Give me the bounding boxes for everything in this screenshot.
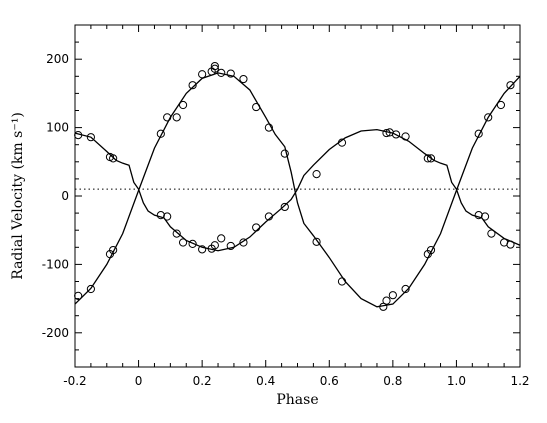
data-point-series-2 [86, 133, 95, 142]
data-point-series-1 [86, 284, 95, 294]
data-point-series-2 [401, 132, 410, 141]
data-point-series-2 [312, 170, 321, 179]
data-point-series-1 [474, 129, 483, 138]
x-tick-label: 0.2 [193, 374, 212, 388]
tick-labels: -0.2 0 0.2 0.4 0.6 0.8 1.0 1.2 -200 -100 0 100 200 [42, 52, 530, 388]
model-curve-1 [74, 72, 521, 308]
data-point-series-2 [487, 229, 496, 238]
data-point-series-1 [264, 123, 273, 132]
data-point-series-1 [163, 113, 172, 122]
data-point-series-1 [198, 70, 207, 79]
data-point-series-1 [239, 74, 248, 84]
data-point-series-1 [280, 149, 289, 158]
data-point-series-2 [217, 234, 226, 243]
data-point-series-2 [426, 154, 436, 163]
x-tick-label: 0.6 [320, 374, 339, 388]
data-point-series-2 [280, 202, 289, 212]
y-tick-label: 100 [46, 121, 69, 135]
plot-frame [74, 24, 521, 368]
model-curves [74, 72, 521, 308]
y-axis-title: Radial Velocity (km s⁻¹) [10, 112, 26, 280]
x-tick-label: 0.4 [256, 374, 275, 388]
x-tick-label: 1.0 [447, 374, 466, 388]
data-point-series-2 [188, 239, 197, 248]
data-point-series-2 [423, 154, 432, 163]
data-point-series-2 [264, 212, 273, 221]
y-tick-label: -200 [42, 326, 69, 340]
data-point-series-1 [210, 64, 219, 73]
data-point-series-2 [480, 212, 490, 221]
data-point-series-2 [252, 223, 261, 232]
data-point-series-2 [210, 241, 219, 250]
data-point-series-1 [156, 129, 165, 138]
data-point-series-1 [496, 100, 506, 110]
data-point-series-2 [198, 245, 207, 254]
model-curve-2 [74, 128, 521, 252]
data-point-series-1 [226, 69, 235, 78]
data-point-series-2 [178, 238, 188, 247]
data-points [74, 61, 515, 311]
data-point-series-2 [109, 154, 118, 163]
y-tick-label: 200 [46, 52, 69, 66]
data-point-series-1 [217, 68, 226, 77]
data-point-series-1 [252, 102, 261, 112]
data-point-series-1 [178, 100, 188, 110]
y-tick-label: 0 [61, 189, 69, 203]
data-point-series-1 [337, 277, 347, 286]
x-axis-title: Phase [276, 392, 318, 408]
data-point-series-1 [506, 81, 515, 90]
data-point-series-1 [382, 296, 391, 305]
data-point-series-1 [484, 113, 493, 122]
data-point-series-2 [172, 229, 181, 238]
data-point-series-1 [210, 61, 219, 71]
y-tick-label: -100 [42, 257, 69, 271]
data-point-series-1 [401, 284, 410, 294]
data-point-series-1 [312, 237, 321, 246]
data-point-series-1 [426, 245, 436, 255]
data-point-series-2 [391, 130, 401, 139]
data-point-series-2 [382, 128, 391, 138]
data-point-series-2 [506, 240, 515, 249]
axis-ticks [74, 24, 521, 368]
data-point-series-1 [109, 245, 118, 255]
data-point-series-2 [226, 241, 235, 251]
data-point-series-2 [163, 212, 172, 221]
x-tick-label: -0.2 [63, 374, 86, 388]
data-point-series-2 [156, 211, 165, 220]
x-tick-label: 0.8 [383, 374, 402, 388]
data-point-series-2 [337, 138, 347, 147]
data-point-series-1 [388, 291, 397, 300]
x-tick-label: 1.2 [510, 374, 529, 388]
data-point-series-1 [188, 81, 197, 90]
data-point-series-1 [172, 113, 181, 122]
data-point-series-2 [239, 238, 248, 247]
x-tick-label: 0 [135, 374, 143, 388]
data-point-series-2 [474, 211, 483, 220]
